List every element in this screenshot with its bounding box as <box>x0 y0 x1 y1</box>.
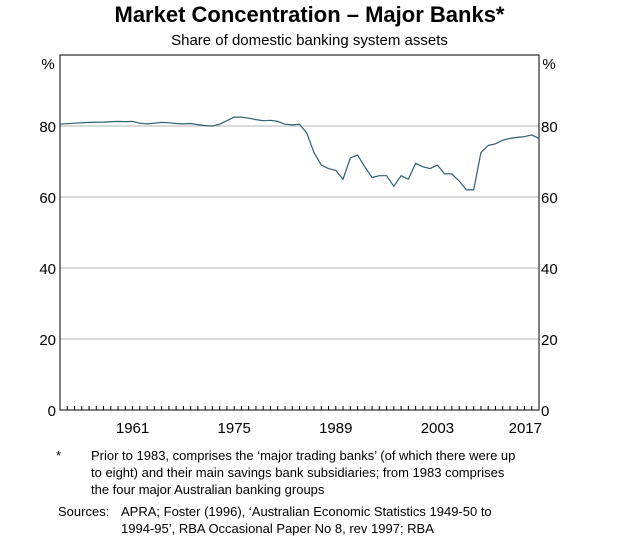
y-tick-label-right: 0 <box>541 403 549 420</box>
sources-text: APRA; Foster (1996), ‘Australian Economi… <box>121 504 492 536</box>
x-tick-label-2017: 2017 <box>509 420 542 437</box>
sources-label: Sources: <box>58 504 110 519</box>
y-axis-unit-left: % <box>41 56 54 73</box>
x-tick-label-2003: 2003 <box>421 420 454 437</box>
series-group <box>59 116 540 191</box>
plot-frame <box>59 54 540 411</box>
y-tick-label-left: 20 <box>39 332 56 349</box>
x-tick-label-1961: 1961 <box>116 420 149 437</box>
y-tick-label-left: 0 <box>48 403 56 420</box>
y-axis-unit-right: % <box>542 56 555 73</box>
x-tick-label-1975: 1975 <box>217 420 250 437</box>
series-line-0 <box>59 116 540 191</box>
chart-title: Market Concentration – Major Banks* <box>114 2 505 27</box>
chart-subtitle: Share of domestic banking system assets <box>171 32 448 49</box>
y-tick-label-right: 60 <box>541 190 558 207</box>
y-tick-label-right: 80 <box>541 119 558 136</box>
y-ticks: 0 0 20 20 40 40 60 60 80 80 <box>39 119 557 420</box>
y-tick-label-left: 40 <box>39 261 56 278</box>
x-tick-label-1989: 1989 <box>319 420 352 437</box>
y-tick-label-right: 40 <box>541 261 558 278</box>
x-ticks: 1961 1975 1989 2003 2017 <box>66 406 542 437</box>
y-tick-label-right: 20 <box>541 332 558 349</box>
y-tick-label-left: 60 <box>39 190 56 207</box>
gridlines <box>60 125 539 340</box>
y-tick-label-left: 80 <box>39 119 56 136</box>
footnote-text: Prior to 1983, comprises the ‘major trad… <box>91 448 516 497</box>
footnote-marker: * <box>56 448 62 463</box>
